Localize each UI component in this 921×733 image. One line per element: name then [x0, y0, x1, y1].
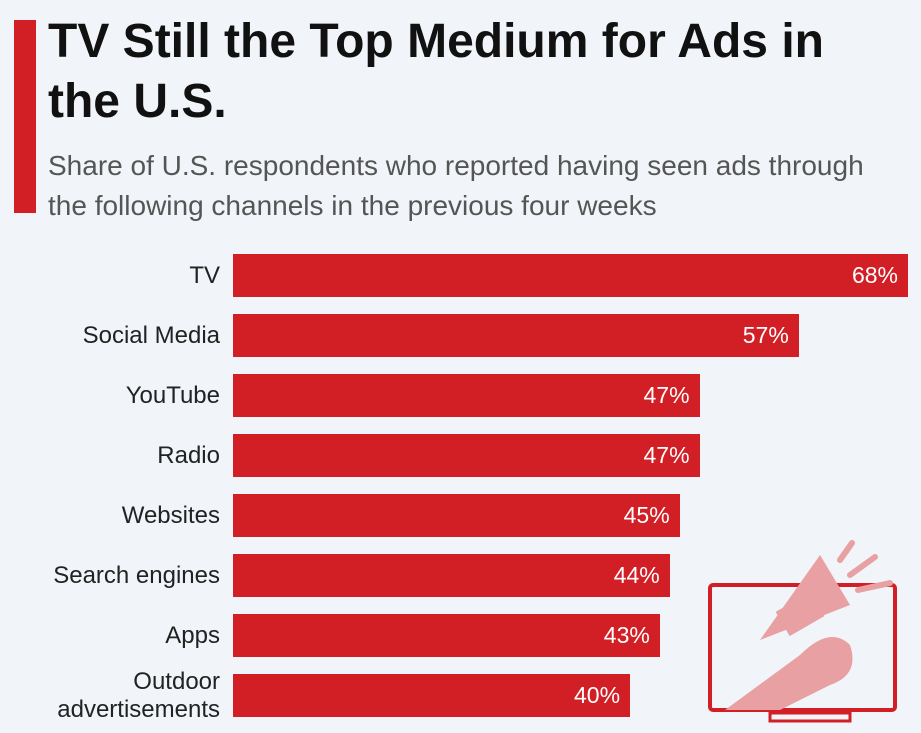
category-label: Search engines [53, 561, 220, 589]
value-label: 40% [574, 682, 621, 708]
bar [233, 254, 908, 297]
bar [233, 374, 700, 417]
bar [233, 434, 700, 477]
category-label: Radio [157, 441, 220, 469]
bar [233, 314, 799, 357]
value-label: 47% [643, 442, 690, 468]
chart-title: TV Still the Top Medium for Ads in the U… [48, 15, 824, 128]
accent-bar [14, 20, 36, 213]
value-label: 43% [603, 622, 650, 648]
megaphone-icon [708, 540, 897, 723]
bar [233, 494, 680, 537]
category-label: Apps [165, 621, 220, 649]
category-label: TV [189, 261, 220, 289]
category-label: Outdoor advertisements [57, 667, 220, 723]
chart-subtitle: Share of U.S. respondents who reported h… [48, 150, 864, 221]
category-label: Websites [121, 501, 220, 529]
category-label: YouTube [125, 381, 220, 409]
value-label: 47% [643, 382, 690, 408]
value-label: 45% [623, 502, 670, 528]
bar [233, 554, 670, 597]
bar [233, 614, 660, 657]
bar [233, 674, 631, 717]
value-label: 57% [742, 322, 789, 348]
value-label: 68% [851, 262, 898, 288]
category-label: Social Media [82, 321, 220, 349]
value-label: 44% [613, 562, 660, 588]
